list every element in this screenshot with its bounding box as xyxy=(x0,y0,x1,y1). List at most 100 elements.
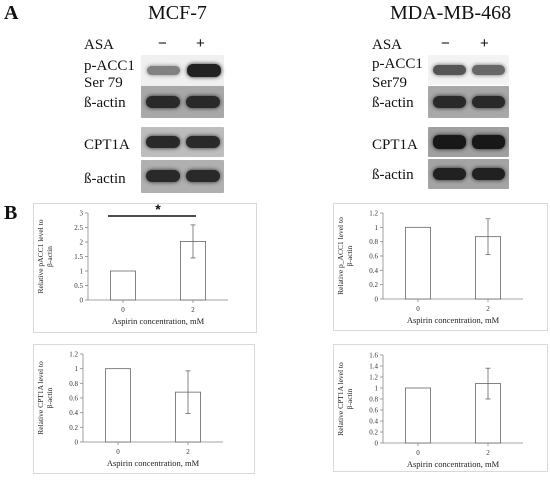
chart-mda-pacc1: 0 0.2 0.4 0.6 0.8 1 1.2 0 2 Aspirin concentration… xyxy=(333,203,548,331)
y-axis-title-line2: β-actin xyxy=(345,388,354,409)
lane-label-plus: + xyxy=(480,35,489,52)
y-axis-title-line2: β-actin xyxy=(345,245,354,266)
y-axis-title-line1: Relative pACC1 level to xyxy=(36,219,45,293)
band-pacc1-minus xyxy=(433,65,466,75)
lane-label-plus: + xyxy=(196,35,205,52)
treatment-label: ASA xyxy=(84,37,115,53)
x-tick-label: 2 xyxy=(191,306,195,314)
band-cpt1a-minus xyxy=(433,135,466,149)
band-bactin2-minus xyxy=(146,170,180,182)
bar-0 xyxy=(405,387,432,444)
band-cpt1a-plus xyxy=(186,136,220,148)
band-cpt1a-plus xyxy=(472,135,505,149)
y-tick-label: 2 xyxy=(80,239,84,247)
band-pacc1-plus xyxy=(187,64,221,77)
significance-marker: * xyxy=(155,203,161,217)
blot-strip-bactin-2 xyxy=(428,159,509,189)
row-label-pacc1: p-ACC1 xyxy=(84,58,135,74)
bar-0 xyxy=(405,226,432,300)
y-tick-label: 0.5 xyxy=(74,282,83,290)
y-tick-label: 0.4 xyxy=(369,418,378,426)
y-tick-label: 0 xyxy=(75,439,79,447)
row-label-pacc1: p-ACC1 xyxy=(372,56,423,72)
y-tick-label: 0.6 xyxy=(369,253,378,261)
bar-0 xyxy=(110,270,137,301)
x-tick-label: 0 xyxy=(116,448,120,456)
y-tick-label: 1.6 xyxy=(369,352,378,360)
y-tick-label: 0.4 xyxy=(369,267,378,275)
band-bactin2-minus xyxy=(433,168,466,180)
y-tick-label: 1.2 xyxy=(369,374,378,382)
chart-frame xyxy=(33,344,255,474)
y-tick-label: 0.2 xyxy=(69,424,78,432)
blot-strip-bactin-1 xyxy=(141,86,224,118)
chart-mda-cpt1a: 0 0.2 0.4 0.6 0.8 1 1.2 1.4 1.6 0 2 Aspirin concent… xyxy=(333,344,548,472)
y-tick-label: 1 xyxy=(375,224,379,232)
x-axis-title: Aspirin concentration, mM xyxy=(107,458,200,468)
band-cpt1a-minus xyxy=(146,136,180,148)
blot-strip-bactin-2 xyxy=(141,160,224,193)
y-tick-label: 0.6 xyxy=(69,395,78,403)
chart-mcf7-cpt1a: 0 0.2 0.4 0.6 0.8 1 1.2 0 2 Aspirin concentration… xyxy=(33,344,255,474)
blot-strip-pacc1 xyxy=(428,55,509,85)
y-tick-label: 0.8 xyxy=(369,396,378,404)
band-bactin1-minus xyxy=(433,96,466,108)
band-bactin2-plus xyxy=(472,168,505,180)
x-tick-label: 2 xyxy=(486,449,490,457)
chart-frame xyxy=(33,203,257,333)
band-pacc1-minus xyxy=(147,66,180,75)
band-bactin1-minus xyxy=(146,96,180,108)
y-tick-label: 0.4 xyxy=(69,409,78,417)
row-label-ser79: Ser 79 xyxy=(84,75,123,91)
y-axis-title-line2: β-actin xyxy=(45,246,54,267)
row-label-ser79: Ser79 xyxy=(372,75,407,91)
row-label-bactin-2: ß-actin xyxy=(372,167,414,183)
y-tick-label: 1 xyxy=(80,268,84,276)
blot-strip-cpt1a xyxy=(141,127,224,157)
y-axis-title-line1: Relative p_ACC1 level to xyxy=(336,217,345,295)
band-pacc1-plus xyxy=(472,65,505,75)
y-tick-label: 0.8 xyxy=(369,238,378,246)
row-label-cpt1a: CPT1A xyxy=(372,137,418,153)
y-tick-label: 1 xyxy=(375,385,379,393)
y-tick-label: 0.8 xyxy=(69,380,78,388)
y-tick-label: 0 xyxy=(80,297,84,305)
x-tick-label: 0 xyxy=(416,305,420,313)
chart-frame xyxy=(333,203,548,331)
row-label-bactin-1: ß-actin xyxy=(372,95,414,111)
y-tick-label: 1.4 xyxy=(369,363,378,371)
lane-label-minus: − xyxy=(158,35,167,52)
y-axis-title-line2: β-actin xyxy=(45,387,54,408)
bar-0 xyxy=(105,368,132,443)
y-tick-label: 0 xyxy=(375,296,379,304)
treatment-label: ASA xyxy=(372,37,403,53)
band-bactin1-plus xyxy=(186,96,220,108)
row-label-bactin-2: ß-actin xyxy=(84,171,126,187)
y-axis-title-line1: Relative CPT1A level to xyxy=(336,362,345,436)
y-tick-label: 0.6 xyxy=(369,407,378,415)
x-tick-label: 2 xyxy=(186,448,190,456)
blot-strip-cpt1a xyxy=(428,127,509,157)
y-tick-label: 1.2 xyxy=(69,351,78,359)
x-axis-title: Aspirin concentration, mM xyxy=(407,459,500,469)
band-bactin2-plus xyxy=(186,170,220,182)
chart-mcf7-pacc1: 0 0.5 1 1.5 2 2.5 3 0 2 Aspirin concentration, mM… xyxy=(33,203,257,333)
blot-strip-bactin-1 xyxy=(428,86,509,118)
y-tick-label: 0 xyxy=(375,440,379,448)
cell-line-title: MCF-7 xyxy=(148,2,207,24)
row-label-bactin-1: ß-actin xyxy=(84,95,126,111)
y-tick-label: 0.2 xyxy=(369,281,378,289)
row-label-cpt1a: CPT1A xyxy=(84,137,130,153)
panel-letter-b: B xyxy=(4,202,18,224)
y-tick-label: 3 xyxy=(80,210,84,218)
x-axis-title: Aspirin concentration, mM xyxy=(112,316,205,326)
y-tick-label: 0.2 xyxy=(369,429,378,437)
x-axis-title: Aspirin concentration, mM xyxy=(407,315,500,325)
blot-strip-pacc1 xyxy=(141,55,224,88)
x-tick-label: 0 xyxy=(121,306,125,314)
band-bactin1-plus xyxy=(472,96,505,108)
y-axis-title-line1: Relative CPT1A level to xyxy=(36,361,45,435)
y-tick-label: 2.5 xyxy=(74,224,83,232)
x-tick-label: 2 xyxy=(486,305,490,313)
x-tick-label: 0 xyxy=(416,449,420,457)
